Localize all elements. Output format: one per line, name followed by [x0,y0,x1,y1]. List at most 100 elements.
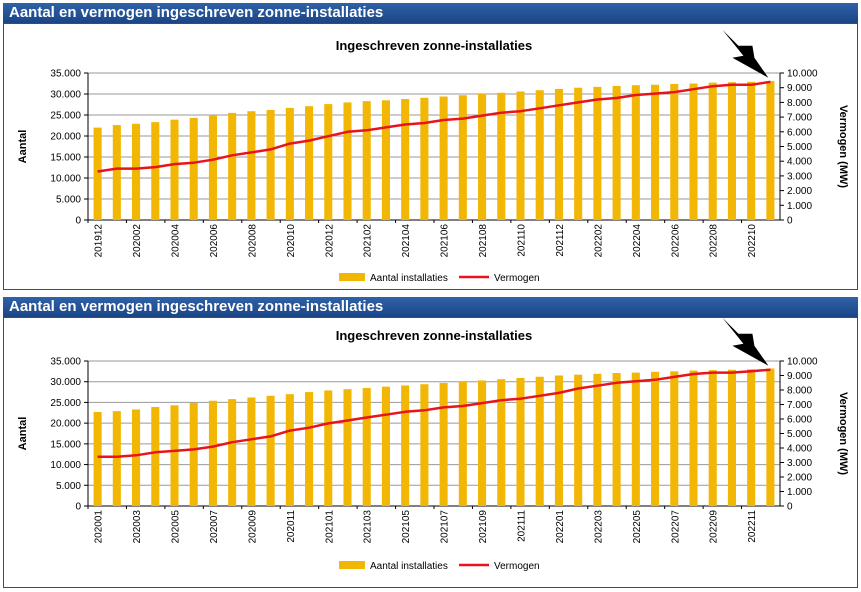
bar [574,87,583,220]
y2-axis-label: Vermogen (MW) [837,105,849,188]
x-tick-label: 202007 [209,510,220,544]
y2-tick-label: 0 [787,502,793,513]
y-tick-label: 30.000 [50,90,81,101]
x-tick-label: 202110 [517,224,528,257]
x-tick-label: 202012 [324,224,335,258]
y2-tick-label: 2.000 [787,473,812,484]
y-tick-label: 20.000 [50,132,81,143]
y-axis-label: Aantal [17,130,29,164]
y-tick-label: 35.000 [50,357,81,368]
bar [689,83,698,220]
x-tick-label: 202209 [709,510,720,544]
bar [612,86,621,220]
bar [401,385,410,506]
bar [554,88,563,221]
y-tick-label: 0 [75,216,81,227]
legend-label: Vermogen [494,273,540,284]
bar [324,390,333,506]
y-tick-label: 25.000 [50,398,81,409]
y2-tick-label: 5.000 [787,142,812,153]
bar [362,101,371,220]
x-tick-label: 202210 [747,224,758,258]
legend-label: Aantal installaties [370,273,448,284]
x-tick-label: 202004 [171,224,182,258]
bar [478,380,487,506]
bar [708,82,717,220]
y2-tick-label: 5.000 [787,429,812,440]
x-tick-label: 202003 [132,510,143,544]
bar [381,100,390,220]
bar [593,373,602,506]
y2-tick-label: 8.000 [787,386,812,397]
bar [247,397,256,506]
y2-tick-label: 3.000 [787,171,812,182]
bar [631,85,640,221]
bar [170,119,179,220]
chart-panel-1: Aantal en vermogen ingeschreven zonne-in… [3,3,858,290]
bar [670,371,679,506]
bar [670,83,679,220]
x-tick-label: 202006 [209,224,220,258]
bar [208,115,217,220]
y2-tick-label: 1.000 [787,487,812,498]
bar [305,392,314,506]
y2-tick-label: 6.000 [787,415,812,426]
chart-frame: Ingeschreven zonne-installaties 0 5.000 10.… [3,23,858,290]
bar [478,94,487,220]
bar [305,106,314,220]
bar [439,382,448,506]
x-tick-label: 202009 [247,510,258,544]
bar [132,409,141,506]
chart-title: Ingeschreven zonne-installaties [336,38,533,53]
y2-tick-label: 4.000 [787,444,812,455]
y2-tick-label: 9.000 [787,83,812,94]
y2-tick-label: 6.000 [787,127,812,138]
x-tick-label: 202208 [709,224,720,258]
y2-tick-label: 8.000 [787,98,812,109]
bar [170,405,179,506]
x-tick-label: 202005 [171,510,182,544]
bar [228,112,237,220]
y-tick-label: 5.000 [56,481,81,492]
bar [381,386,390,506]
x-tick-label: 202205 [632,510,643,544]
chart-title: Ingeschreven zonne-installaties [336,328,533,343]
y2-axis-label: Vermogen (MW) [837,392,849,475]
x-tick-label: 202204 [632,224,643,258]
bar [766,368,775,506]
bar [420,384,429,506]
x-tick-label: 201912 [94,224,105,258]
bar [362,387,371,506]
x-tick-label: 202207 [670,510,681,544]
legend-label: Vermogen [494,561,540,572]
x-tick-label: 202112 [555,224,566,257]
y2-tick-label: 0 [787,216,793,227]
x-tick-label: 202010 [286,224,297,258]
x-tick-label: 202107 [440,510,451,544]
bar [151,122,160,220]
bar [554,375,563,506]
x-tick-label: 202203 [593,510,604,544]
y2-tick-label: 2.000 [787,186,812,197]
bar [535,376,544,506]
y-tick-label: 15.000 [50,153,81,164]
bar [497,92,506,220]
bar [343,389,352,506]
y-tick-label: 0 [75,502,81,513]
bar [747,81,756,220]
bar [516,91,525,220]
y-tick-label: 5.000 [56,195,81,206]
y2-tick-label: 3.000 [787,458,812,469]
x-tick-label: 202011 [286,510,297,543]
x-tick-label: 202105 [401,510,412,544]
series-line-vermogen [97,368,771,458]
y-tick-label: 20.000 [50,419,81,430]
x-tick-label: 202008 [247,224,258,258]
y2-tick-label: 1.000 [787,201,812,212]
x-tick-label: 202002 [132,224,143,258]
bar [651,371,660,506]
bar [343,102,352,220]
y-tick-label: 10.000 [50,460,81,471]
bar [458,95,467,220]
y-tick-label: 15.000 [50,439,81,450]
